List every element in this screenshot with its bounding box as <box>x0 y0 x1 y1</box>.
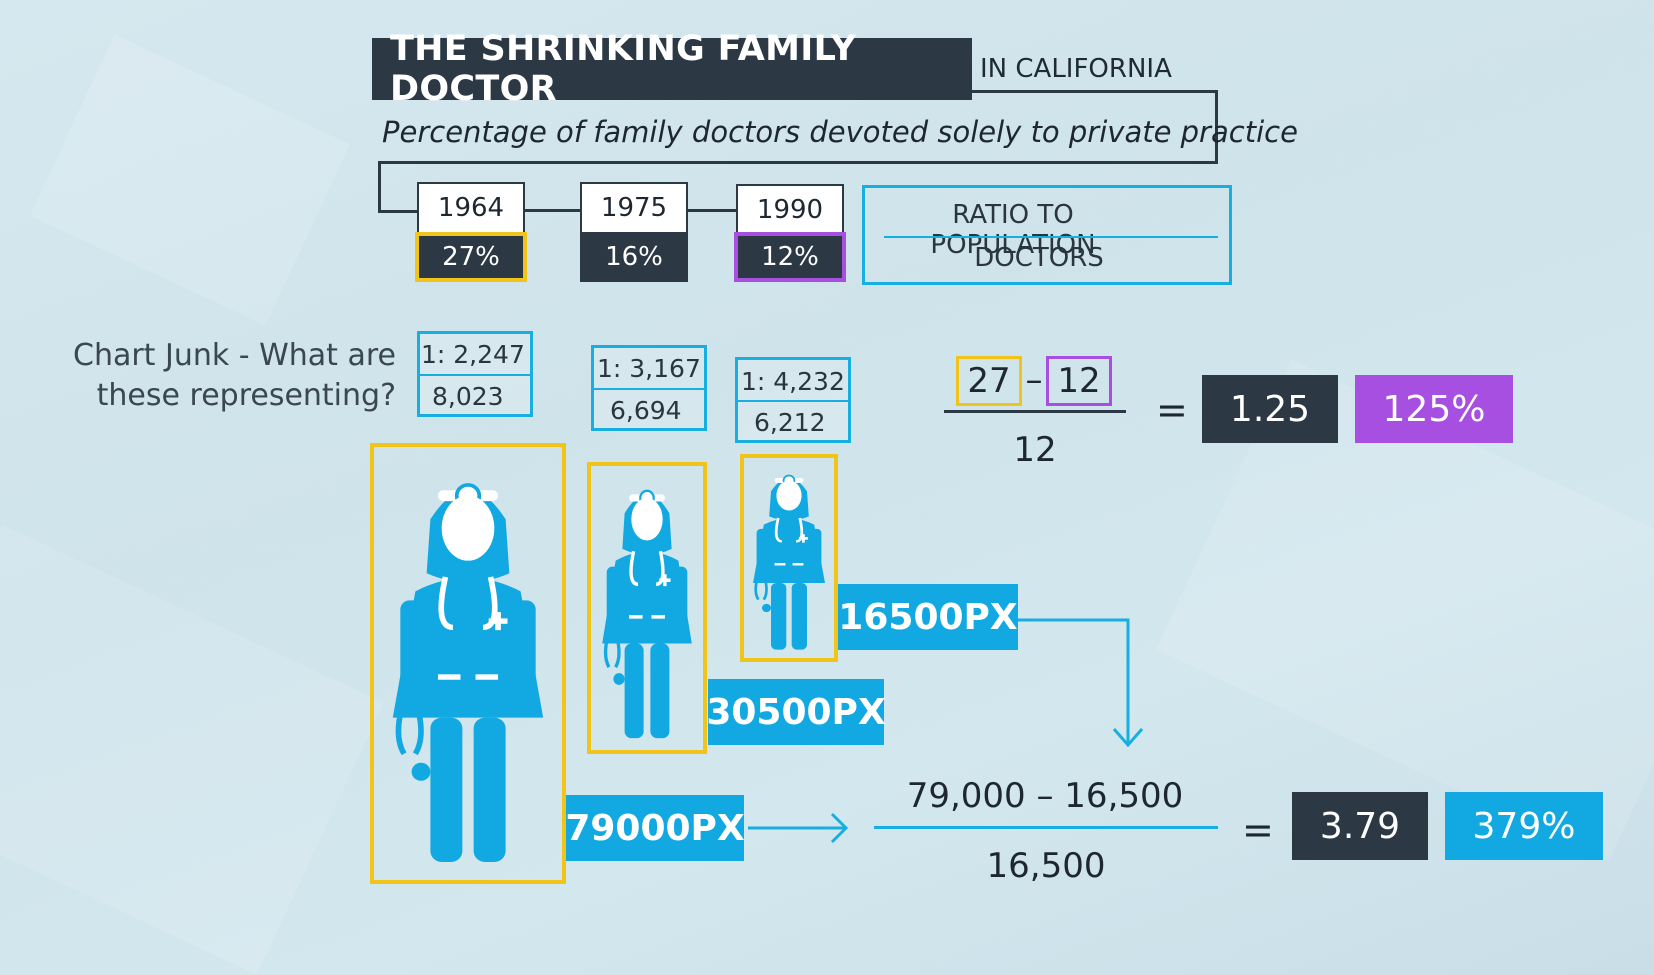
year-connector <box>378 161 381 213</box>
eq1-fraction-line <box>944 410 1126 413</box>
pixels-label-1990: 16500PX <box>838 584 1018 650</box>
pixels-label-1964: 79000PX <box>565 795 745 861</box>
eq2-fraction-line <box>874 826 1218 829</box>
percent-1964: 27% <box>415 232 527 282</box>
doctor-frame-1964 <box>370 443 566 884</box>
question-line-1: Chart Junk - What are <box>73 338 396 373</box>
percent-1975: 16% <box>580 232 688 282</box>
doctor-icon <box>602 489 692 739</box>
eq1-ratio: 1.25 <box>1202 375 1338 443</box>
eq2-percent: 379% <box>1445 792 1603 860</box>
eq2-ratio: 3.79 <box>1292 792 1428 860</box>
ratio-bottom-1964: 8,023 <box>432 382 504 411</box>
background-facet <box>29 34 351 326</box>
ratio-top-1964: 1: 2,247 <box>421 340 525 369</box>
doctor-icon <box>392 483 544 862</box>
subtitle-frame-bottom <box>378 161 1218 164</box>
year-1975: 1975 <box>580 182 688 234</box>
ratio-divider-1990 <box>738 400 848 402</box>
legend-divider <box>884 236 1218 238</box>
ratio-top-1990: 1: 4,232 <box>741 367 845 396</box>
year-connector <box>378 210 418 213</box>
ratio-bottom-1990: 6,212 <box>754 408 826 437</box>
year-1990: 1990 <box>736 184 844 236</box>
chart-junk-question: Chart Junk - What are these representing… <box>60 336 396 416</box>
ratio-divider-1975 <box>594 388 704 390</box>
eq1-term-a: 27 <box>956 356 1022 406</box>
eq1-denominator: 12 <box>1013 430 1057 470</box>
eq1-minus: – <box>1025 360 1043 400</box>
doctor-frame-1990 <box>740 454 838 662</box>
background-facet <box>0 525 384 975</box>
eq1-equals: = <box>1156 388 1188 432</box>
pixels-label-1975: 30500PX <box>706 679 886 745</box>
year-1964: 1964 <box>417 182 525 234</box>
ratio-bottom-1975: 6,694 <box>610 396 682 425</box>
percent-1990: 12% <box>734 232 846 282</box>
ratio-divider-1964 <box>420 374 530 376</box>
question-line-2: these representing? <box>96 378 396 413</box>
year-connector <box>522 209 582 212</box>
arrow-down-icon <box>1018 618 1144 748</box>
eq1-percent: 125% <box>1355 375 1513 443</box>
eq1-term-b: 12 <box>1046 356 1112 406</box>
ratio-legend <box>862 185 1232 285</box>
subtitle: Percentage of family doctors devoted sol… <box>382 115 1298 149</box>
subtitle-frame-right <box>1215 90 1218 164</box>
title-suffix: IN CALIFORNIA <box>980 54 1172 84</box>
doctor-frame-1975 <box>587 462 707 754</box>
legend-bottom-label: DOCTORS <box>974 243 1104 273</box>
legend-top-label: RATIO TO POPULATION <box>930 200 1096 260</box>
year-connector <box>686 209 736 212</box>
doctor-icon <box>753 474 825 650</box>
ratio-top-1975: 1: 3,167 <box>597 354 701 383</box>
arrow-right-icon <box>748 812 849 844</box>
eq2-equals: = <box>1242 808 1274 852</box>
eq2-denominator: 16,500 <box>986 846 1106 886</box>
eq2-numerator: 79,000 – 16,500 <box>906 776 1184 816</box>
page-title: THE SHRINKING FAMILY DOCTOR <box>372 29 972 109</box>
